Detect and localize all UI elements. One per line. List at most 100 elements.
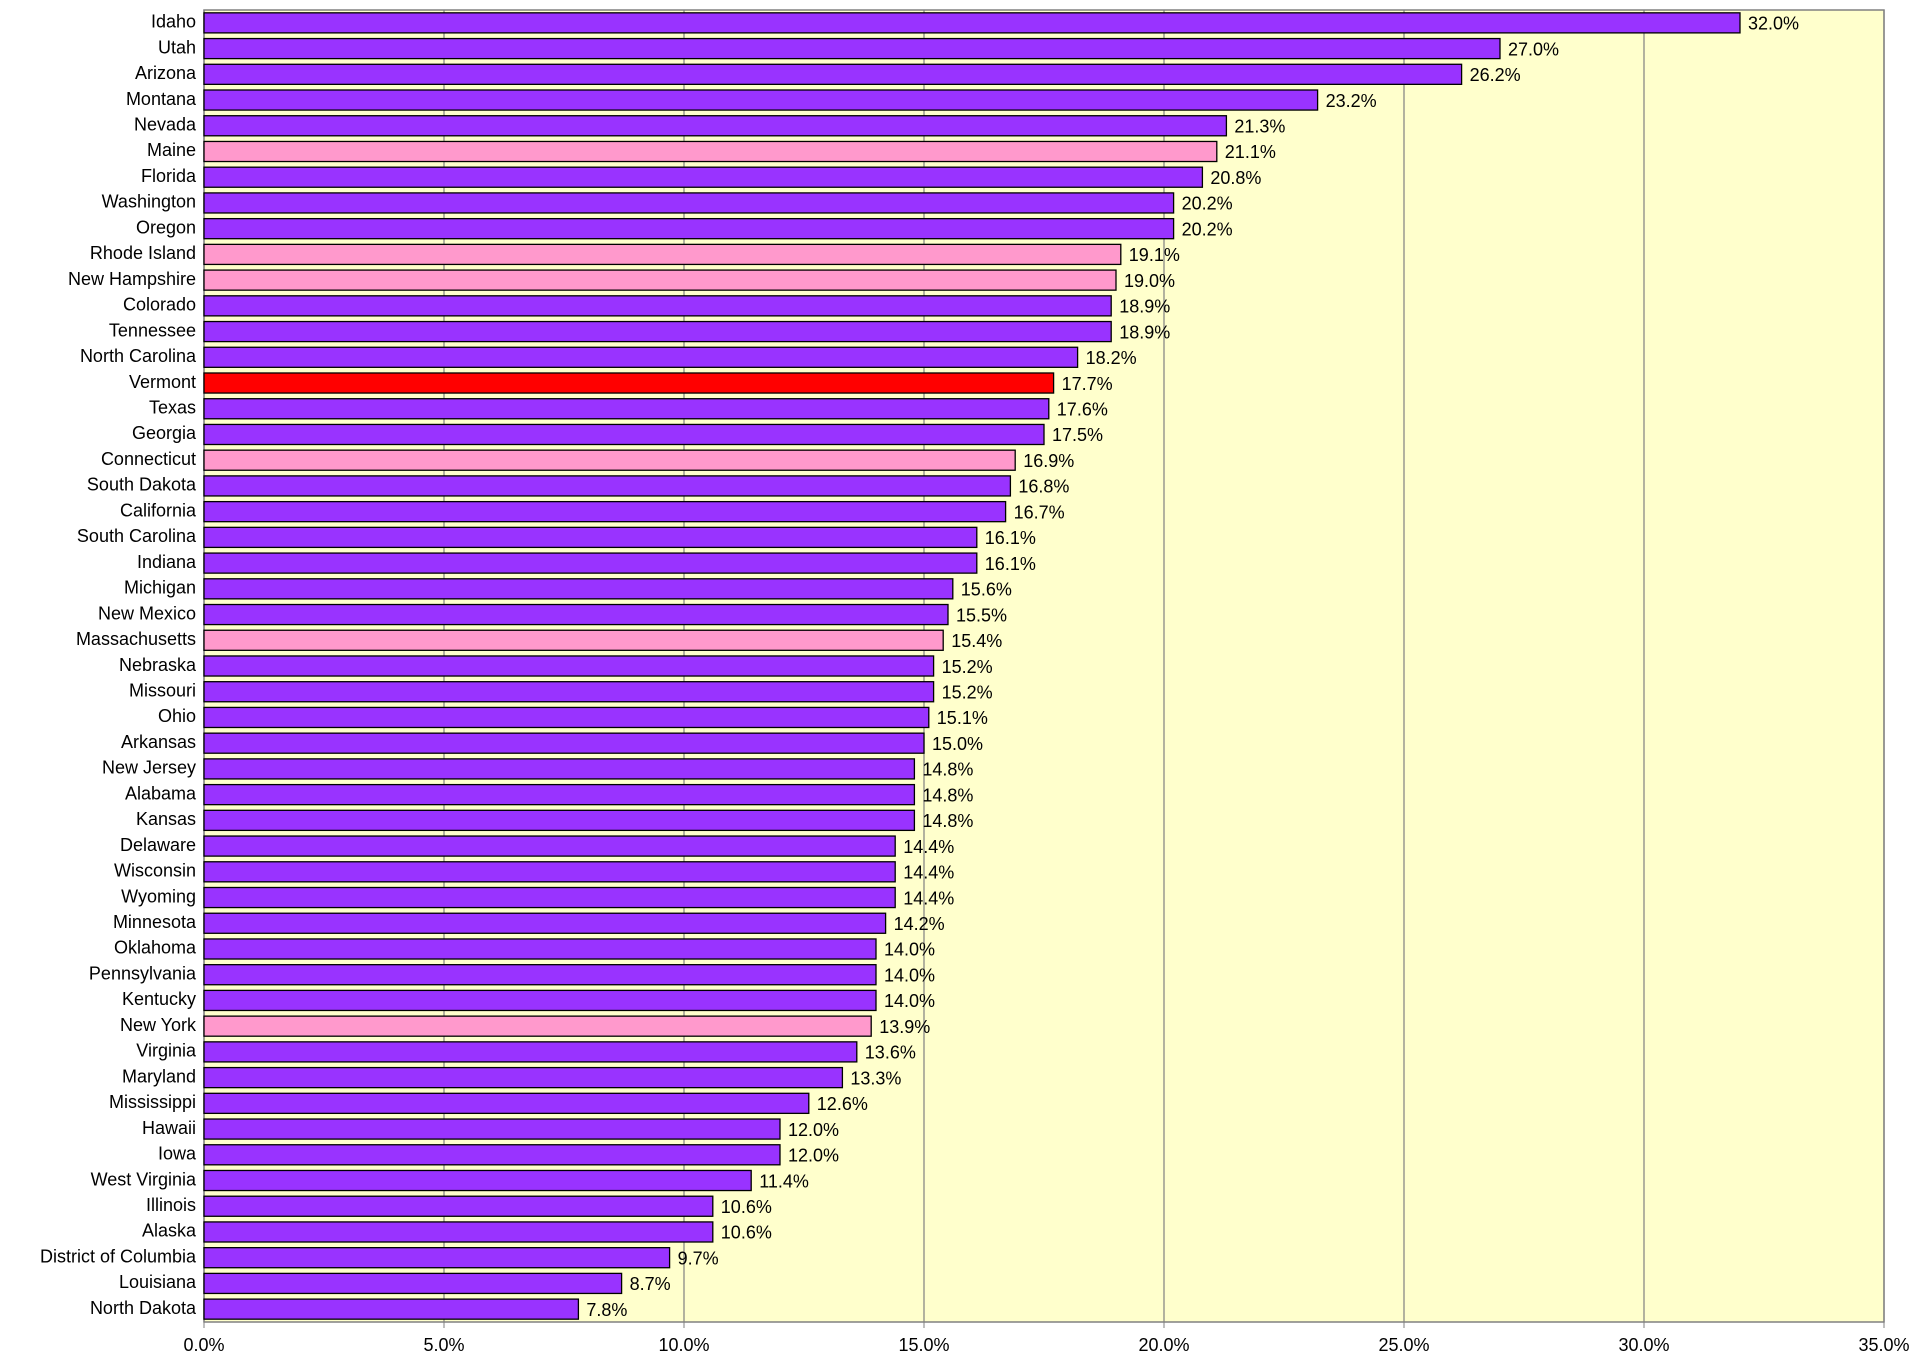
- value-label: 32.0%: [1748, 14, 1799, 34]
- y-tick-label: Maryland: [122, 1066, 196, 1086]
- y-tick-label: Vermont: [129, 372, 196, 392]
- bar: [203, 243, 1122, 266]
- y-tick-label: Missouri: [129, 680, 196, 700]
- y-tick-label: Michigan: [124, 578, 196, 598]
- y-tick-label: Kentucky: [122, 989, 196, 1009]
- value-label: 11.4%: [759, 1171, 809, 1191]
- bar: [203, 166, 1204, 188]
- y-tick-label: California: [120, 500, 197, 520]
- value-label: 15.5%: [956, 605, 1007, 625]
- bar: [203, 783, 916, 806]
- bar: [203, 835, 896, 857]
- y-tick-label: Wyoming: [121, 886, 196, 906]
- y-tick-label: Washington: [102, 192, 196, 212]
- bar: [203, 295, 1112, 317]
- bar: [203, 115, 1228, 137]
- value-label: 14.2%: [894, 914, 945, 934]
- value-label: 17.6%: [1057, 399, 1108, 419]
- value-label: 14.4%: [903, 888, 954, 908]
- bar: [203, 732, 925, 754]
- y-tick-label: Alaska: [142, 1221, 197, 1241]
- value-label: 14.8%: [922, 760, 973, 780]
- value-label: 14.8%: [922, 785, 973, 805]
- bar: [203, 449, 1016, 471]
- value-label: 13.9%: [879, 1017, 930, 1037]
- bar: [203, 655, 935, 677]
- y-tick-label: Montana: [126, 89, 197, 109]
- value-label: 18.2%: [1086, 348, 1137, 368]
- bar: [203, 269, 1117, 291]
- bar: [203, 1221, 714, 1243]
- bar: [203, 140, 1218, 163]
- bar: [203, 629, 944, 651]
- value-label: 15.0%: [932, 734, 983, 754]
- y-tick-label: Connecticut: [101, 449, 196, 469]
- value-label: 21.1%: [1225, 142, 1276, 162]
- bar: [203, 964, 877, 986]
- y-tick-label: South Carolina: [77, 526, 197, 546]
- bar: [203, 1015, 872, 1037]
- y-tick-label: Massachusetts: [76, 629, 196, 649]
- value-label: 8.7%: [630, 1274, 671, 1294]
- y-tick-label: North Dakota: [90, 1298, 197, 1318]
- value-label: 12.0%: [788, 1120, 839, 1140]
- bar: [203, 1041, 858, 1063]
- x-tick-label: 0.0%: [183, 1335, 224, 1355]
- y-tick-label: New Hampshire: [68, 269, 196, 289]
- bar: [203, 475, 1012, 497]
- y-tick-label: Pennsylvania: [89, 963, 197, 983]
- y-tick-label: Georgia: [132, 423, 197, 443]
- y-tick-label: South Dakota: [87, 475, 197, 495]
- value-label: 14.0%: [884, 991, 935, 1011]
- value-label: 15.6%: [961, 580, 1012, 600]
- y-tick-label: West Virginia: [91, 1169, 197, 1189]
- value-label: 14.8%: [922, 811, 973, 831]
- bar: [203, 1298, 580, 1320]
- value-label: 12.0%: [788, 1146, 839, 1166]
- bar: [203, 758, 916, 780]
- x-tick-label: 30.0%: [1618, 1335, 1669, 1355]
- x-tick-label: 10.0%: [658, 1335, 709, 1355]
- bar: [203, 578, 954, 600]
- bar: [203, 886, 896, 909]
- bar: [203, 63, 1463, 85]
- y-tick-label: Virginia: [136, 1041, 197, 1061]
- y-tick-label: Oregon: [136, 217, 196, 237]
- y-tick-label: Arkansas: [121, 732, 196, 752]
- value-label: 12.6%: [817, 1094, 868, 1114]
- value-label: 20.2%: [1182, 194, 1233, 214]
- bar: [203, 192, 1175, 214]
- value-label: 20.8%: [1210, 168, 1261, 188]
- value-label: 14.0%: [884, 940, 935, 960]
- bar: [203, 500, 1007, 523]
- bar: [203, 552, 978, 574]
- value-label: 10.6%: [721, 1197, 772, 1217]
- y-tick-label: Nevada: [134, 115, 197, 135]
- x-tick-label: 15.0%: [898, 1335, 949, 1355]
- value-label: 16.8%: [1018, 477, 1069, 497]
- value-label: 26.2%: [1470, 65, 1521, 85]
- bar: [203, 1169, 752, 1192]
- y-tick-label: New Jersey: [102, 758, 196, 778]
- y-tick-label: Iowa: [158, 1144, 197, 1164]
- value-label: 17.7%: [1062, 374, 1113, 394]
- bar: [203, 1118, 781, 1140]
- y-tick-label: Kansas: [136, 809, 196, 829]
- bar: [203, 861, 896, 883]
- y-tick-label: Indiana: [137, 552, 197, 572]
- value-label: 17.5%: [1052, 425, 1103, 445]
- bar: [203, 1066, 844, 1089]
- bar: [203, 346, 1079, 368]
- value-label: 7.8%: [586, 1300, 627, 1320]
- value-label: 15.2%: [942, 682, 993, 702]
- y-tick-label: Utah: [158, 37, 196, 57]
- bar: [203, 37, 1501, 60]
- value-label: 23.2%: [1326, 91, 1377, 111]
- value-label: 19.1%: [1129, 245, 1180, 265]
- y-tick-label: Ohio: [158, 706, 196, 726]
- bar: [203, 1195, 714, 1217]
- bar: [203, 706, 930, 729]
- bar: [203, 398, 1050, 420]
- y-tick-label: Colorado: [123, 295, 196, 315]
- value-label: 10.6%: [721, 1223, 772, 1243]
